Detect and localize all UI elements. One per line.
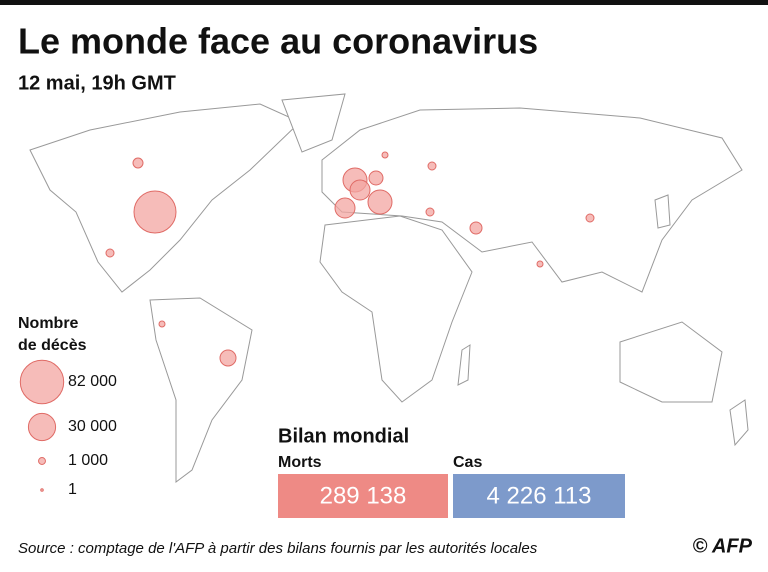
summary-label: Cas [453,454,482,471]
legend-bubble [27,412,57,442]
summary-label: Morts [278,454,322,471]
legend-title: de décès [18,337,87,354]
legend-title: Nombre [18,315,79,332]
summary-box [453,474,625,518]
legend-label: 82 000 [68,373,117,390]
summary: Morts 289 138 Cas 4 226 113 [278,454,625,518]
legend-label: 1 000 [68,452,108,469]
legend-bubble [38,457,46,465]
legend-bubble [19,359,65,405]
summary-value: 4 226 113 [487,482,592,509]
summary-title: Bilan mondial [278,425,409,447]
subtitle: 12 mai, 19h GMT [18,72,176,94]
source: Source : comptage de l'AFP à partir des … [18,540,538,557]
legend: Nombre de décès 82 000 30 000 1 000 1 [18,315,117,498]
map-bubbles [105,151,595,367]
credit: © AFP [692,535,752,557]
legend-label: 30 000 [68,418,117,435]
summary-value: 289 138 [320,482,407,509]
top-bar [0,0,768,5]
title: Le monde face au coronavirus [18,21,538,62]
legend-bubble [40,488,44,492]
summary-box [278,474,448,518]
legend-label: 1 [68,481,77,498]
world-map [29,93,749,483]
